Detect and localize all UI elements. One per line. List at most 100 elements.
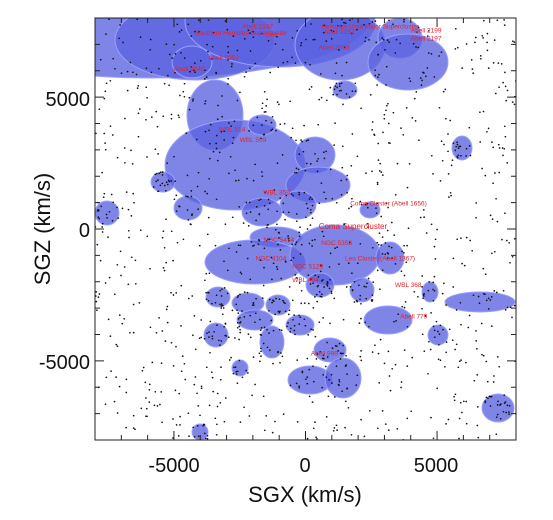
galaxy-point (433, 76, 436, 78)
galaxy-point (196, 185, 199, 188)
galaxy-point (381, 253, 384, 255)
galaxy-point (208, 336, 210, 338)
galaxy-point (306, 376, 309, 378)
galaxy-point (445, 423, 447, 425)
galaxy-point (499, 404, 501, 406)
galaxy-point (157, 153, 159, 155)
galaxy-point (334, 85, 337, 87)
galaxy-point (390, 221, 393, 224)
galaxy-point (219, 289, 222, 292)
galaxy-point (278, 328, 281, 331)
galaxy-point (175, 345, 177, 348)
galaxy-point (379, 162, 382, 165)
galaxy-point (295, 220, 298, 223)
galaxy-point (395, 38, 398, 41)
galaxy-point (300, 289, 303, 292)
galaxy-point (237, 179, 240, 182)
galaxy-point (301, 140, 303, 143)
galaxy-point (227, 336, 230, 339)
galaxy-point (271, 128, 274, 131)
galaxy-point (125, 191, 128, 193)
galaxy-point (219, 303, 221, 306)
galaxy-point (263, 204, 266, 207)
galaxy-point (246, 257, 249, 260)
galaxy-point (481, 34, 484, 37)
galaxy-point (233, 366, 235, 369)
galaxy-point (156, 405, 159, 407)
galaxy-point (424, 315, 427, 317)
galaxy-point (368, 409, 371, 412)
galaxy-point (393, 234, 396, 236)
galaxy-point (227, 83, 229, 85)
galaxy-point (161, 171, 164, 173)
galaxy-point (377, 53, 379, 56)
galaxy-point (338, 85, 341, 88)
galaxy-point (199, 60, 202, 62)
galaxy-point (141, 369, 144, 372)
galaxy-point (376, 183, 379, 186)
galaxy-point (309, 283, 312, 285)
galaxy-point (485, 299, 488, 302)
galaxy-point (338, 89, 341, 92)
galaxy-point (486, 380, 489, 383)
galaxy-point (411, 356, 414, 359)
galaxy-point (270, 256, 273, 259)
galaxy-point (333, 144, 335, 146)
x-tick-label: -5000 (148, 455, 199, 477)
galaxy-point (192, 98, 195, 100)
galaxy-point (351, 133, 354, 135)
cluster-annotation: WBL 368 (395, 282, 422, 289)
galaxy-point (496, 356, 499, 358)
galaxy-point (249, 32, 251, 34)
galaxy-point (219, 344, 221, 346)
galaxy-point (194, 71, 196, 74)
galaxy-point (387, 142, 390, 144)
galaxy-point (437, 330, 439, 333)
galaxy-point (502, 81, 504, 84)
density-regions (95, 18, 516, 440)
galaxy-point (322, 374, 325, 376)
galaxy-point (354, 90, 357, 92)
galaxy-point (453, 399, 456, 402)
galaxy-point (295, 171, 298, 174)
galaxy-point (316, 300, 319, 303)
galaxy-point (456, 238, 459, 241)
galaxy-point (312, 307, 315, 309)
galaxy-point (228, 359, 231, 361)
galaxy-point (310, 23, 312, 25)
galaxy-point (328, 379, 330, 381)
galaxy-point (469, 239, 472, 242)
galaxy-point (381, 410, 384, 412)
galaxy-point (363, 24, 365, 26)
galaxy-point (220, 130, 223, 133)
galaxy-point (102, 196, 105, 199)
galaxy-point (279, 249, 282, 251)
galaxy-point (111, 220, 114, 222)
galaxy-point (384, 242, 387, 244)
galaxy-point (394, 363, 397, 366)
cluster-annotation: Abell 2199 (411, 28, 442, 35)
galaxy-point (258, 199, 260, 202)
galaxy-point (183, 57, 186, 59)
galaxy-point (504, 212, 506, 215)
galaxy-point (276, 35, 278, 38)
galaxy-point (298, 385, 300, 388)
galaxy-point (406, 244, 408, 247)
galaxy-point (97, 216, 100, 218)
galaxy-point (344, 22, 347, 25)
galaxy-point (504, 309, 507, 311)
galaxy-point (400, 270, 403, 273)
galaxy-point (461, 67, 464, 69)
galaxy-point (95, 291, 98, 293)
galaxy-point (300, 302, 303, 305)
galaxy-point (113, 400, 116, 403)
galaxy-point (340, 89, 343, 92)
galaxy-point (430, 223, 433, 226)
galaxy-point (172, 294, 175, 296)
galaxy-point (247, 29, 250, 32)
galaxy-point (315, 358, 318, 360)
galaxy-point (335, 62, 338, 64)
galaxy-point (333, 88, 336, 91)
galaxy-point (108, 276, 111, 279)
galaxy-point (294, 333, 296, 336)
